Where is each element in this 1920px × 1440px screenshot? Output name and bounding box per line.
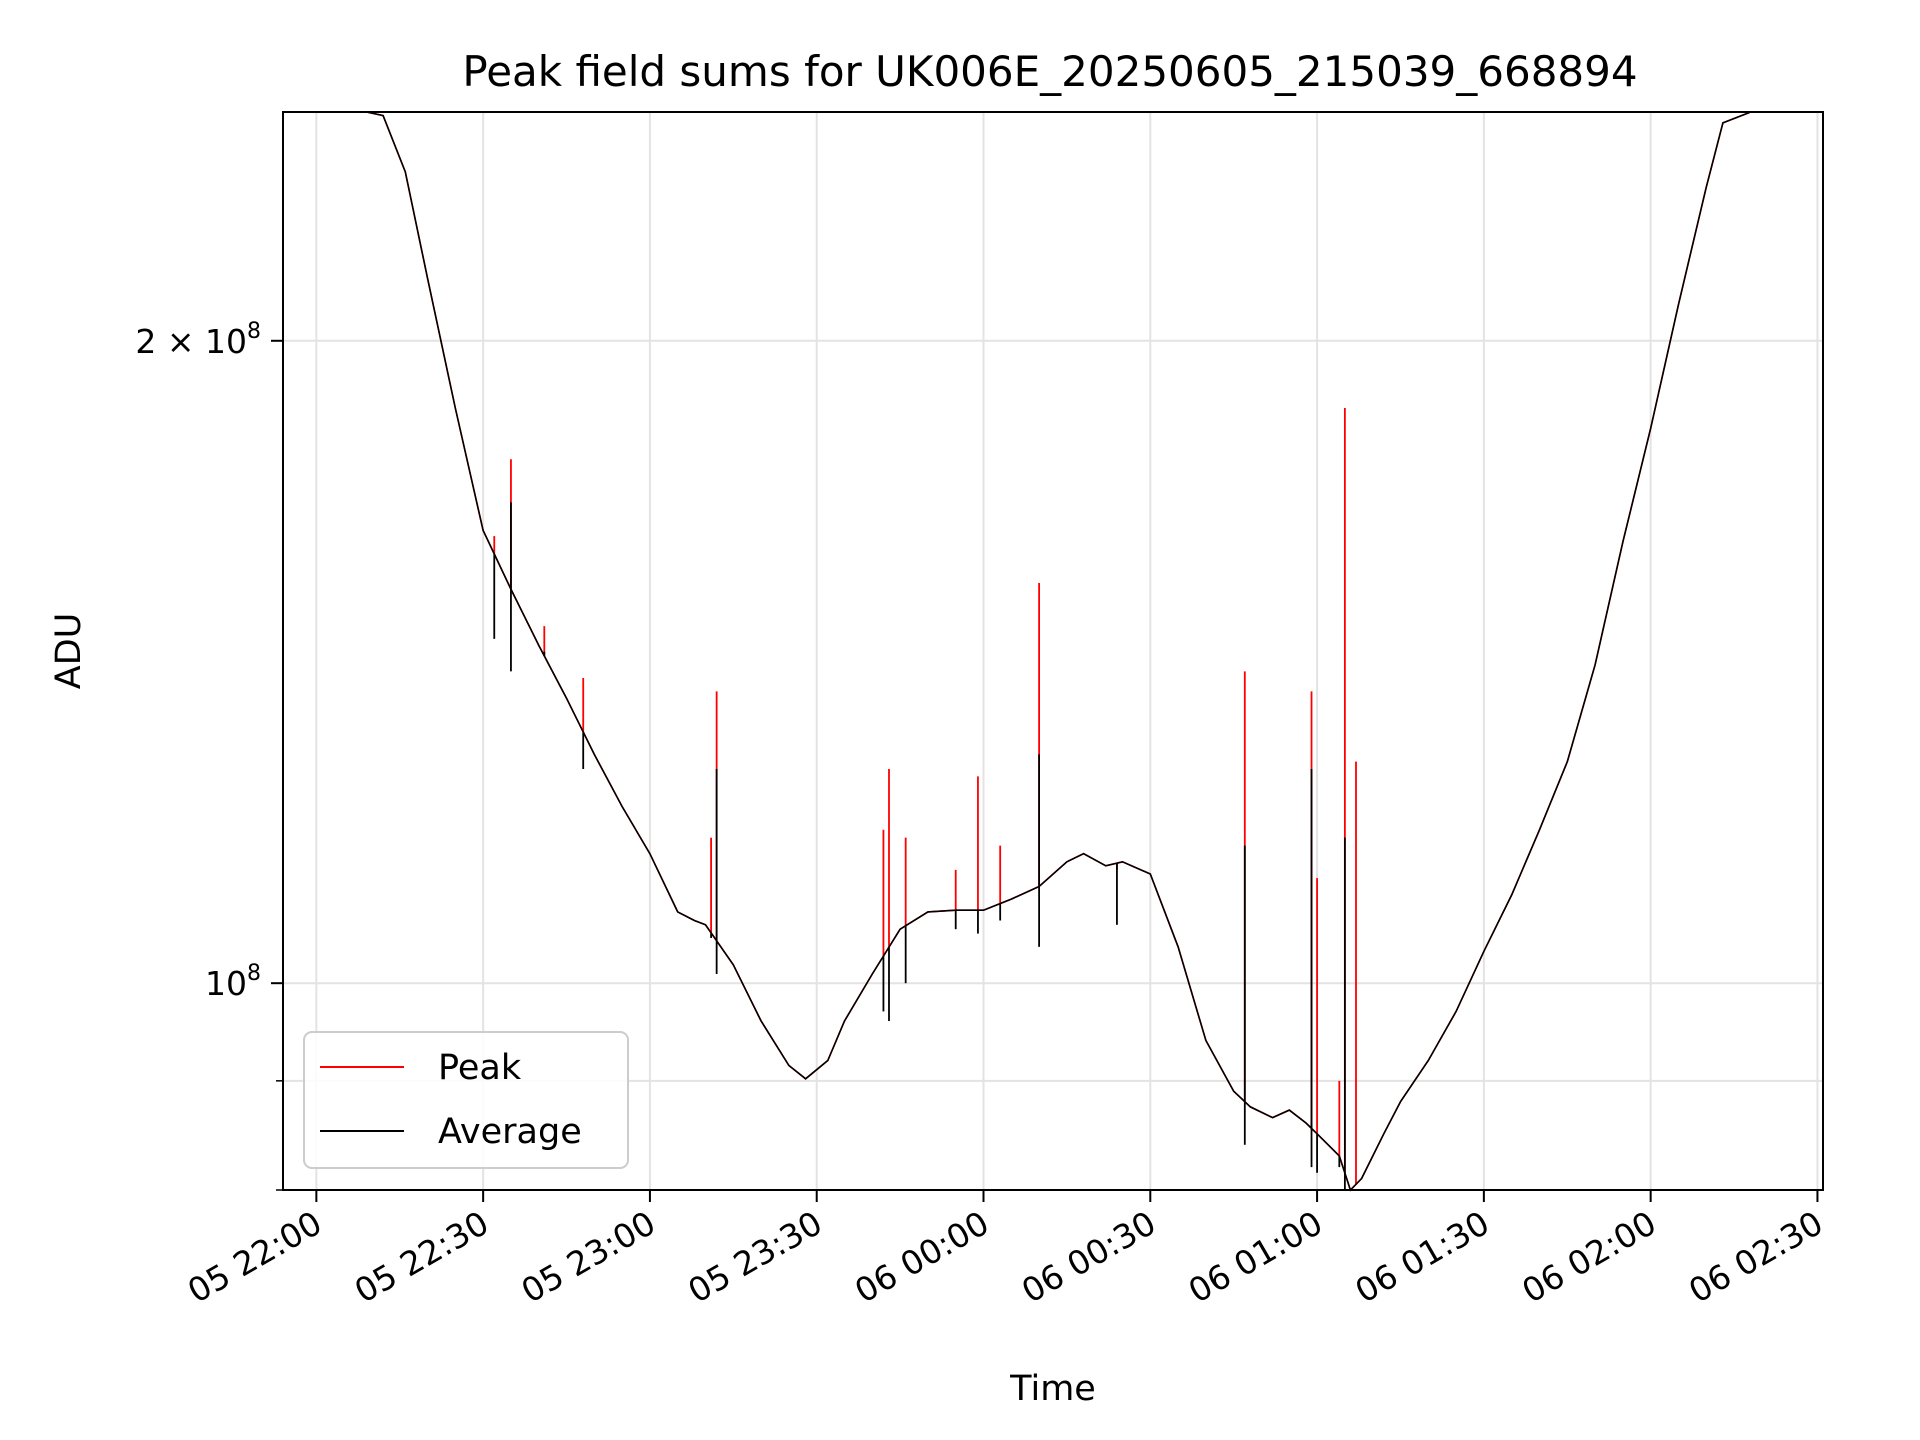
plot-lines xyxy=(366,111,1823,1192)
plot-frame xyxy=(282,111,1824,1191)
chart-title: Peak field sums for UK006E_20250605_2150… xyxy=(462,47,1637,96)
series-line-average xyxy=(366,111,1823,1192)
y-tick-label: 108 xyxy=(205,961,261,1003)
legend: Peak Average xyxy=(303,1031,629,1169)
legend-label-peak: Peak xyxy=(438,1048,522,1088)
y-axis-label: ADU xyxy=(49,613,89,690)
y-axis-ticks: 108 2 × 108 xyxy=(135,319,283,1191)
x-axis-label: Time xyxy=(1009,1369,1096,1409)
y-tick-label: 2 × 108 xyxy=(135,319,261,361)
legend-label-average: Average xyxy=(438,1112,582,1152)
